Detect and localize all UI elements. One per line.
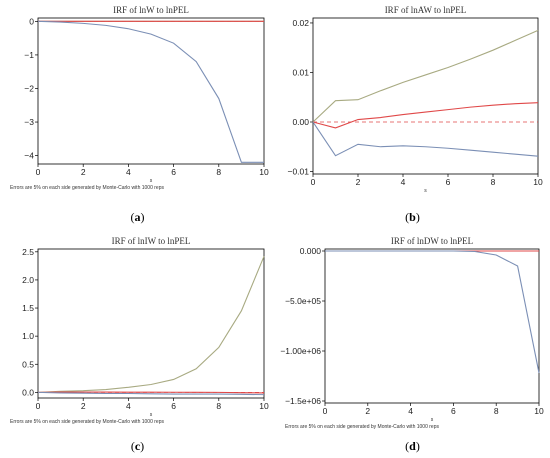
y-tick-label: 2.5 xyxy=(22,247,34,257)
x-tick-label: 6 xyxy=(171,401,176,411)
caption-b: (b) xyxy=(405,210,420,224)
y-tick-label: −2 xyxy=(24,83,34,93)
chart-title: IRF of lnW to lnPEL xyxy=(113,5,189,15)
chart-footnote: Errors are 5% on each side generated by … xyxy=(285,424,439,430)
x-tick-label: 0 xyxy=(311,177,316,187)
chart-d: IRF of lnDW to lnPEL 0 2 4 6 8 10 0.000 −5.0e+05… xyxy=(280,236,544,430)
plot-frame xyxy=(37,17,265,165)
chart-a: IRF of lnW to lnPEL 0 2 4 6 8 10 0 −1 −2 −3 −4 sErro… xyxy=(10,5,269,191)
x-tick-label: 10 xyxy=(534,406,544,416)
y-tick-label: 1.0 xyxy=(22,331,34,341)
y-tick-label: −5.0e+05 xyxy=(285,296,321,306)
series-line-upper xyxy=(37,256,265,393)
chart-title: IRF of lnIW to lnPEL xyxy=(112,236,191,246)
chart-c: IRF of lnIW to lnPEL 0 2 4 6 8 10 2.5 2.0 1.5 1.0 0… xyxy=(10,236,269,425)
x-tick-label: 10 xyxy=(259,167,269,177)
panel-b: IRF of lnAW to lnPEL 0 2 4 6 8 10 0.02 0.01 0.00 −… xyxy=(275,0,550,229)
x-tick-label: 4 xyxy=(126,167,131,177)
series-line-irf xyxy=(37,391,265,394)
caption-d: (d) xyxy=(405,439,420,453)
panel-d: IRF of lnDW to lnPEL 0 2 4 6 8 10 0.000 −5.0e+05… xyxy=(275,229,550,458)
x-tick-label: 4 xyxy=(126,401,131,411)
caption-a: (a) xyxy=(130,210,145,224)
y-tick-label: 0.02 xyxy=(292,18,309,28)
x-tick-label: 6 xyxy=(171,167,176,177)
x-tick-label: 10 xyxy=(533,177,543,187)
y-tick-label: −3 xyxy=(24,117,34,127)
chart-title: IRF of lnAW to lnPEL xyxy=(385,5,467,15)
series-line-lower xyxy=(37,20,264,163)
chart-footnote: Errors are 5% on each side generated by … xyxy=(10,419,164,425)
x-tick-label: 2 xyxy=(365,406,370,416)
x-tick-label: 0 xyxy=(36,401,41,411)
chart-title: IRF of lnDW to lnPEL xyxy=(391,236,473,246)
y-tick-label: 0.5 xyxy=(22,359,34,369)
series-line-upper xyxy=(312,29,539,123)
y-tick-label: 0.000 xyxy=(300,246,322,256)
series-line-lower xyxy=(325,250,540,374)
x-tick-label: 8 xyxy=(216,401,221,411)
x-tick-label: 4 xyxy=(408,406,413,416)
y-tick-label: 0.01 xyxy=(292,67,309,77)
x-tick-label: 8 xyxy=(494,406,499,416)
x-tick-label: 2 xyxy=(81,167,86,177)
plot-frame xyxy=(324,248,540,404)
y-tick-label: 0.0 xyxy=(22,387,34,397)
x-tick-label: 8 xyxy=(216,167,221,177)
x-axis-label: s xyxy=(150,412,153,418)
plot-frame xyxy=(312,17,539,175)
y-tick-label: 0.00 xyxy=(292,117,309,127)
panel-c: IRF of lnIW to lnPEL 0 2 4 6 8 10 2.5 2.0 1.5 1.0 0… xyxy=(0,229,275,458)
x-tick-label: 10 xyxy=(259,401,269,411)
x-tick-label: 8 xyxy=(491,177,496,187)
series-line-lower xyxy=(37,391,265,396)
chart-footnote: Errors are 5% on each side generated by … xyxy=(10,185,164,191)
series-line-lower xyxy=(312,121,539,157)
y-tick-label: −1.00e+06 xyxy=(280,346,321,356)
series-line-irf xyxy=(312,102,539,129)
panel-a: IRF of lnW to lnPEL 0 2 4 6 8 10 0 −1 −2 −3 −4 s Erro… xyxy=(0,0,275,229)
y-tick-label: −0.01 xyxy=(287,167,309,177)
y-tick-label: −1.5e+06 xyxy=(285,396,321,406)
x-axis-label: s xyxy=(150,178,153,184)
x-axis-label: s xyxy=(431,417,434,423)
x-axis-label: s xyxy=(424,188,427,194)
y-tick-label: 2.0 xyxy=(22,275,34,285)
y-tick-label: 1.5 xyxy=(22,303,34,313)
y-tick-label: −1 xyxy=(24,50,34,60)
y-tick-label: −4 xyxy=(24,151,34,161)
plot-frame xyxy=(37,248,265,399)
x-tick-label: 4 xyxy=(401,177,406,187)
x-tick-label: 2 xyxy=(81,401,86,411)
x-tick-label: 6 xyxy=(446,177,451,187)
x-tick-label: 0 xyxy=(323,406,328,416)
chart-b: IRF of lnAW to lnPEL 0 2 4 6 8 10 0.02 0.01 0.00 −… xyxy=(287,5,543,194)
y-tick-label: 0 xyxy=(29,16,34,26)
x-tick-label: 0 xyxy=(36,167,41,177)
x-tick-label: 2 xyxy=(356,177,361,187)
caption-c: (c) xyxy=(130,439,145,453)
x-tick-label: 6 xyxy=(451,406,456,416)
